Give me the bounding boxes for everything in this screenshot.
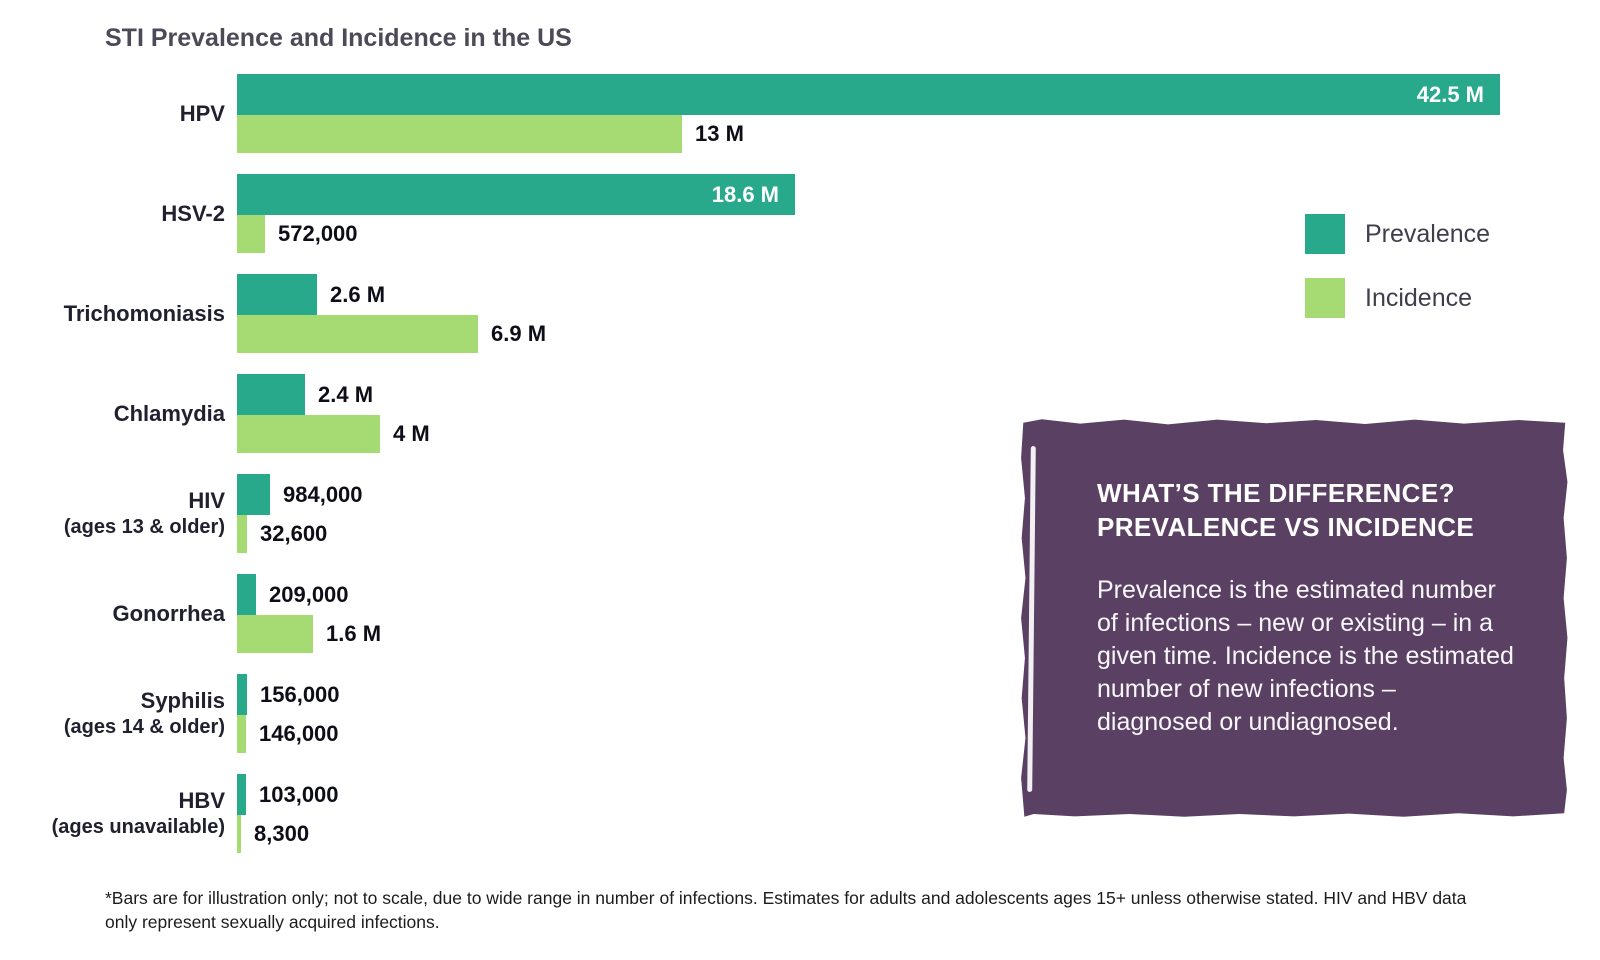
legend-item-prevalence: Prevalence	[1305, 214, 1490, 254]
prevalence-bar: 42.5 M	[237, 74, 1500, 115]
category-label-main: HBV	[178, 788, 225, 814]
category-label: Syphilis (ages 14 & older)	[0, 687, 237, 740]
prevalence-bar	[237, 374, 305, 415]
chart-row: Syphilis (ages 14 & older) 156,000 146,0…	[0, 674, 1600, 753]
chart-row: HSV-2 18.6 M 572,000	[0, 174, 1600, 253]
info-box-heading-line1: WHAT’S THE DIFFERENCE?	[1097, 478, 1455, 508]
chart-row: Gonorrhea 209,000 1.6 M	[0, 574, 1600, 653]
incidence-bar	[237, 215, 265, 253]
chart-row: Chlamydia 2.4 M 4 M	[0, 374, 1600, 453]
category-label-main: HPV	[179, 100, 225, 126]
incidence-bar	[237, 615, 313, 653]
prevalence-value: 2.4 M	[318, 382, 374, 407]
chart-title: STI Prevalence and Incidence in the US	[105, 24, 572, 52]
prevalence-bar	[237, 574, 256, 615]
bar-pair: 18.6 M 572,000	[237, 174, 1600, 253]
incidence-value: 6.9 M	[491, 321, 547, 346]
chart-row: Trichomoniasis 2.6 M 6.9 M	[0, 274, 1600, 353]
category-label-sub: (ages 14 & older)	[63, 715, 225, 738]
prevalence-bar	[237, 274, 317, 315]
category-label: Gonorrhea	[0, 600, 237, 628]
category-label: Chlamydia	[0, 400, 237, 428]
category-label: HBV (ages unavailable)	[0, 787, 237, 840]
category-label: HSV-2	[0, 200, 237, 228]
chart-row: HBV (ages unavailable) 103,000 8,300	[0, 774, 1600, 853]
incidence-value: 572,000	[278, 221, 358, 246]
bar-pair: 103,000 8,300	[237, 774, 1600, 853]
incidence-bar	[237, 515, 247, 553]
category-label-main: Trichomoniasis	[63, 300, 225, 326]
bar-pair: 156,000 146,000	[237, 674, 1600, 753]
category-label-main: Chlamydia	[113, 400, 225, 426]
incidence-bar	[237, 415, 380, 453]
incidence-bar	[237, 715, 246, 753]
legend-incidence-label: Incidence	[1365, 283, 1473, 312]
incidence-value: 1.6 M	[326, 621, 382, 646]
incidence-value: 8,300	[254, 821, 310, 846]
info-box-content: WHAT’S THE DIFFERENCE? PREVALENCE VS INC…	[1097, 476, 1517, 739]
category-label-main: Syphilis	[140, 688, 225, 714]
info-box: WHAT’S THE DIFFERENCE? PREVALENCE VS INC…	[1021, 419, 1568, 817]
prevalence-bar	[237, 774, 246, 815]
prevalence-value: 18.6 M	[711, 182, 779, 207]
brush-stroke-decoration	[1027, 445, 1036, 793]
prevalence-value: 156,000	[260, 682, 340, 707]
chart-legend: Prevalence Incidence	[1305, 214, 1490, 342]
prevalence-bar: 18.6 M	[237, 174, 795, 215]
category-label-sub: (ages unavailable)	[51, 815, 225, 838]
info-box-body: Prevalence is the estimated number of in…	[1097, 576, 1514, 736]
incidence-bar	[237, 115, 682, 153]
prevalence-bar	[237, 474, 270, 515]
category-label-sub: (ages 13 & older)	[63, 515, 225, 538]
incidence-swatch-icon	[1305, 278, 1345, 318]
chart-row: HIV (ages 13 & older) 984,000 32,600	[0, 474, 1600, 553]
bar-pair: 42.5 M 13 M	[237, 74, 1600, 153]
incidence-value: 13 M	[695, 121, 744, 146]
incidence-bar	[237, 315, 478, 353]
category-label-main: Gonorrhea	[112, 600, 225, 626]
incidence-bar	[237, 815, 241, 853]
bar-pair: 984,000 32,600	[237, 474, 1600, 553]
prevalence-value: 103,000	[259, 782, 339, 807]
legend-prevalence-label: Prevalence	[1365, 219, 1491, 248]
prevalence-value: 2.6 M	[330, 282, 386, 307]
category-label: HIV (ages 13 & older)	[0, 487, 237, 540]
bar-chart: HPV 42.5 M 13 M HSV-2 18.6 M	[0, 74, 1600, 874]
category-label-main: HIV	[188, 488, 225, 514]
prevalence-value: 209,000	[269, 582, 349, 607]
footnote: *Bars are for illustration only; not to …	[105, 888, 1467, 932]
category-label-main: HSV-2	[161, 200, 225, 226]
incidence-value: 32,600	[260, 521, 328, 546]
chart-row: HPV 42.5 M 13 M	[0, 74, 1600, 153]
bar-pair: 2.6 M 6.9 M	[237, 274, 1600, 353]
legend-item-incidence: Incidence	[1305, 278, 1490, 318]
category-label: Trichomoniasis	[0, 300, 237, 328]
category-label: HPV	[0, 100, 237, 128]
prevalence-value: 984,000	[283, 482, 363, 507]
bar-pair: 209,000 1.6 M	[237, 574, 1600, 653]
bar-pair: 2.4 M 4 M	[237, 374, 1600, 453]
prevalence-swatch-icon	[1305, 214, 1345, 254]
incidence-value: 146,000	[259, 721, 339, 746]
prevalence-value: 42.5 M	[1416, 82, 1484, 107]
incidence-value: 4 M	[393, 421, 430, 446]
info-box-heading: WHAT’S THE DIFFERENCE? PREVALENCE VS INC…	[1097, 476, 1517, 544]
prevalence-bar	[237, 674, 247, 715]
info-box-heading-line2: PREVALENCE VS INCIDENCE	[1097, 512, 1475, 542]
